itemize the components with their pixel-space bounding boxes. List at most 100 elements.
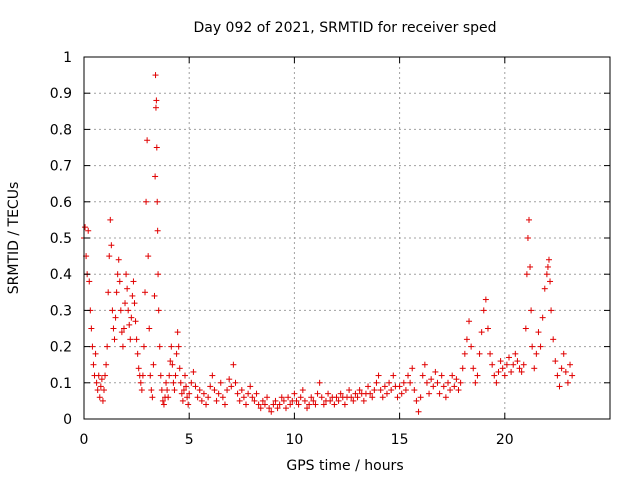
x-tick-label: 0 [80, 432, 89, 448]
y-axis-label: SRMTID / TECUs [6, 182, 22, 295]
data-point [194, 394, 201, 401]
data-point [394, 394, 401, 401]
data-point [190, 368, 197, 375]
data-point [155, 307, 162, 314]
data-point [192, 383, 199, 390]
data-point [176, 365, 183, 372]
data-point [545, 256, 552, 263]
data-point [152, 72, 159, 79]
data-point [426, 390, 433, 397]
data-point [138, 387, 145, 394]
data-point [146, 325, 153, 332]
data-point [440, 383, 447, 390]
data-point [444, 379, 451, 386]
data-point [419, 372, 426, 379]
data-point [533, 350, 540, 357]
data-point [144, 137, 151, 144]
data-point [154, 198, 161, 205]
data-point [103, 361, 110, 368]
data-point [137, 379, 144, 386]
x-tick-label: 15 [391, 432, 409, 448]
data-point [164, 387, 171, 394]
data-point [371, 387, 378, 394]
data-point [274, 405, 281, 412]
data-point [482, 296, 489, 303]
data-point [312, 401, 319, 408]
data-point [499, 365, 506, 372]
grid [84, 57, 610, 419]
data-point [97, 383, 104, 390]
data-point [360, 397, 367, 404]
data-point [552, 358, 559, 365]
data-point [544, 263, 551, 270]
data-point [102, 372, 109, 379]
data-point [291, 390, 298, 397]
data-point [554, 372, 561, 379]
data-point [112, 314, 119, 321]
y-tick-label: 0.3 [50, 303, 72, 319]
data-point [449, 372, 456, 379]
data-point [230, 361, 237, 368]
data-point [92, 350, 99, 357]
data-point [93, 379, 100, 386]
data-point [280, 397, 287, 404]
data-point [152, 104, 159, 111]
data-point [468, 343, 475, 350]
data-point [159, 397, 166, 404]
data-point [436, 390, 443, 397]
data-point [459, 365, 466, 372]
data-point [295, 401, 302, 408]
data-point [257, 405, 264, 412]
data-point [165, 394, 172, 401]
y-tick-label: 0.2 [50, 340, 72, 356]
data-point [556, 383, 563, 390]
data-point [118, 329, 125, 336]
data-point [177, 379, 184, 386]
data-point [320, 401, 327, 408]
data-point [125, 307, 132, 314]
data-point [226, 376, 233, 383]
data-point [493, 379, 500, 386]
data-point [528, 307, 535, 314]
data-point [154, 227, 161, 234]
data-point [259, 397, 266, 404]
data-point [173, 350, 180, 357]
data-point [310, 397, 317, 404]
data-point [185, 401, 192, 408]
data-point [157, 372, 164, 379]
chart-title: Day 092 of 2021, SRMTID for receiver spe… [193, 20, 496, 36]
data-point [240, 394, 247, 401]
data-point [148, 387, 155, 394]
data-point [181, 372, 188, 379]
data-point [156, 343, 163, 350]
axis-ticks: 00.10.20.30.40.50.60.70.80.910 5 10 15 20 [50, 50, 610, 448]
data-point [219, 394, 226, 401]
data-point [421, 361, 428, 368]
data-point [510, 361, 517, 368]
data-point [251, 397, 258, 404]
data-point [341, 401, 348, 408]
data-point [522, 325, 529, 332]
data-point [491, 372, 498, 379]
data-point [253, 390, 260, 397]
data-point [106, 253, 113, 260]
data-point [523, 271, 530, 278]
data-point [472, 379, 479, 386]
y-tick-label: 0.6 [50, 195, 72, 211]
x-tick-label: 5 [185, 432, 194, 448]
data-point [99, 397, 106, 404]
data-point [428, 376, 435, 383]
data-point [356, 387, 363, 394]
data-point [85, 227, 92, 234]
data-point [547, 278, 554, 285]
data-point [484, 325, 491, 332]
data-point [88, 325, 95, 332]
y-tick-label: 0 [63, 412, 72, 428]
data-point [184, 394, 191, 401]
data-point [186, 390, 193, 397]
data-point [228, 383, 235, 390]
data-point [114, 271, 121, 278]
data-point [396, 383, 403, 390]
data-point [527, 263, 534, 270]
data-point [543, 271, 550, 278]
